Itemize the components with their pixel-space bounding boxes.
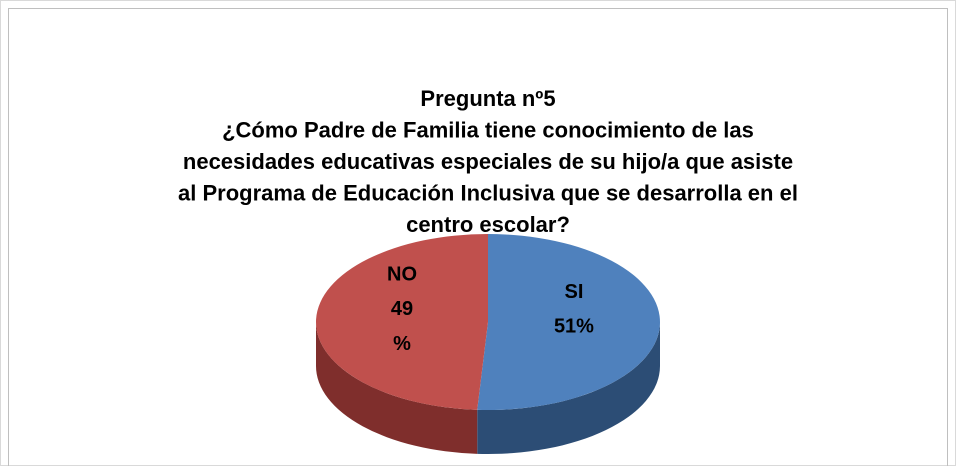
value-label-part: %: [393, 333, 411, 355]
category-label: NO: [387, 263, 417, 285]
chart-title: al Programa de Educación Inclusiva que s…: [178, 180, 798, 205]
chart-title: Pregunta nº5: [420, 86, 555, 111]
value-label: 49%: [391, 298, 413, 355]
value-label-part: 51%: [554, 316, 594, 338]
pie-slice: [477, 234, 660, 410]
pie-side: [316, 322, 478, 454]
chart-frame: [8, 8, 948, 466]
category-label: SI: [565, 281, 584, 303]
chart-title: ¿Cómo Padre de Familia tiene conocimient…: [222, 117, 754, 142]
value-label-part: 49: [391, 298, 413, 320]
value-label: 51%: [554, 316, 594, 338]
pie-slice: [315, 234, 488, 410]
pie-side: [477, 322, 660, 454]
chart-title: centro escolar?: [406, 212, 570, 237]
chart-title: necesidades educativas especiales de su …: [183, 149, 793, 174]
